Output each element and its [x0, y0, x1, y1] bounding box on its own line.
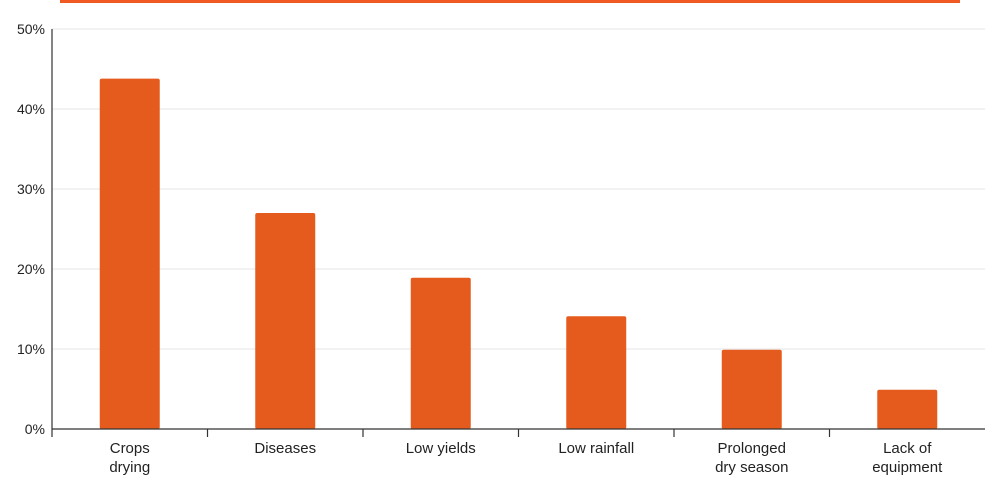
y-tick-label: 10%	[17, 341, 45, 357]
y-tick-label: 0%	[25, 421, 45, 437]
y-tick-label: 30%	[17, 181, 45, 197]
x-tick-labels: Crops drying Diseases Low yields Low rainfal…	[109, 440, 943, 476]
axes	[51, 29, 985, 437]
x-tick-label: Diseases	[254, 440, 316, 457]
top-decoration-strip	[60, 0, 960, 3]
bars	[99, 78, 938, 429]
y-tick-labels: 0% 10% 20% 30% 40% 50%	[17, 21, 45, 437]
bar	[255, 213, 316, 429]
bar	[721, 349, 782, 429]
gridlines	[52, 28, 985, 350]
x-tick-label: Crops drying	[109, 440, 150, 476]
x-tick-label: Low rainfall	[558, 440, 634, 457]
bar	[877, 389, 938, 429]
bar	[99, 78, 160, 429]
x-tick-label: Prolonged dry season	[715, 440, 788, 476]
x-tick-label: Low yields	[406, 440, 476, 457]
bar	[566, 316, 627, 429]
bar	[410, 277, 471, 429]
y-tick-label: 50%	[17, 21, 45, 37]
x-tick-label: Lack of equipment	[872, 440, 943, 476]
y-tick-label: 40%	[17, 101, 45, 117]
y-tick-label: 20%	[17, 261, 45, 277]
